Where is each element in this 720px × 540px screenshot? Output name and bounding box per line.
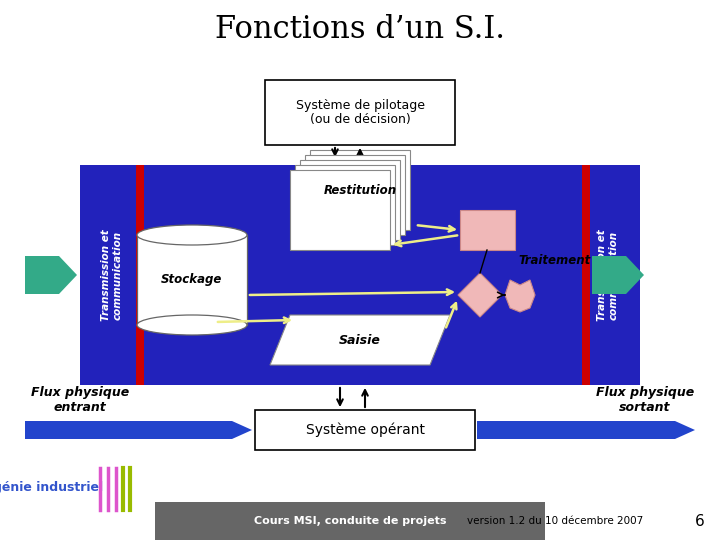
- Bar: [136, 165, 144, 385]
- Text: Transmission et
communication: Transmission et communication: [597, 229, 618, 321]
- Text: Flux physique
sortant: Flux physique sortant: [596, 386, 694, 414]
- Bar: [300, 160, 400, 240]
- Text: Traitement: Traitement: [519, 253, 591, 267]
- Text: génie industriel: génie industriel: [0, 482, 103, 495]
- Polygon shape: [505, 280, 535, 312]
- FancyArrow shape: [25, 256, 77, 294]
- Bar: [80, 165, 640, 385]
- FancyArrow shape: [25, 421, 252, 439]
- Text: Flux physique
entrant: Flux physique entrant: [31, 386, 129, 414]
- Text: Transmission et
communication: Transmission et communication: [102, 229, 123, 321]
- Text: Système de pilotage
(ou de décision): Système de pilotage (ou de décision): [295, 98, 425, 126]
- Ellipse shape: [137, 315, 247, 335]
- Bar: [265, 80, 455, 145]
- Bar: [155, 502, 545, 540]
- Text: 6: 6: [695, 514, 705, 529]
- FancyArrow shape: [477, 421, 695, 439]
- Ellipse shape: [137, 225, 247, 245]
- Polygon shape: [458, 273, 502, 317]
- FancyArrow shape: [592, 256, 644, 294]
- Polygon shape: [270, 315, 450, 365]
- Bar: [255, 410, 475, 450]
- Bar: [582, 165, 590, 385]
- Bar: [290, 170, 390, 250]
- Bar: [460, 210, 515, 250]
- Text: Restitution: Restitution: [323, 184, 397, 197]
- Bar: [137, 235, 247, 325]
- Text: version 1.2 du 10 décembre 2007: version 1.2 du 10 décembre 2007: [467, 516, 643, 526]
- Text: Système opérant: Système opérant: [305, 423, 425, 437]
- Text: Fonctions d’un S.I.: Fonctions d’un S.I.: [215, 15, 505, 45]
- Bar: [295, 165, 395, 245]
- Text: Stockage: Stockage: [161, 273, 222, 287]
- Text: Cours MSI, conduite de projets: Cours MSI, conduite de projets: [253, 516, 446, 526]
- Bar: [305, 155, 405, 235]
- Text: Saisie: Saisie: [339, 334, 381, 347]
- Bar: [310, 150, 410, 230]
